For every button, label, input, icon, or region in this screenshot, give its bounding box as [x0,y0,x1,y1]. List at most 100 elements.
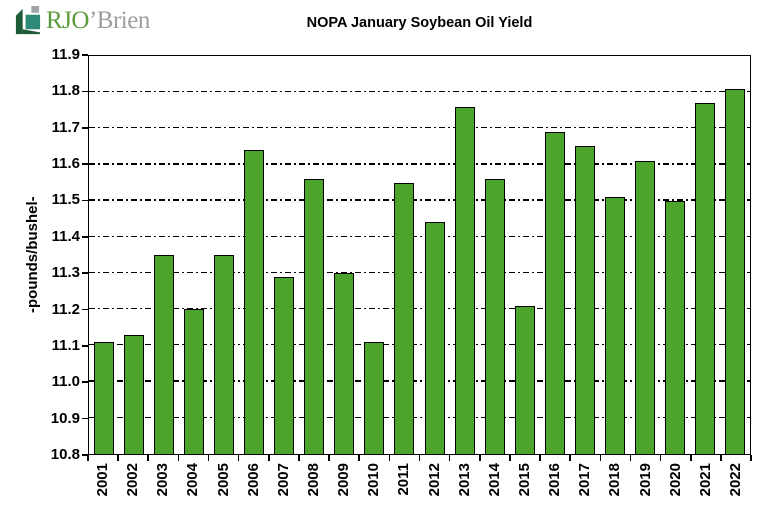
x-axis-tick [629,455,632,461]
x-tick-label: 2011 [395,463,413,496]
bar-slot [359,56,389,454]
bar-slot [209,56,239,454]
x-axis-tick [539,455,541,461]
y-tick-label: 11.2 [51,300,80,318]
bar-slot [570,56,600,454]
gridline [89,235,750,237]
y-axis-tick [82,381,88,384]
gridline [89,90,750,93]
x-tick-label: 2003 [154,463,172,497]
bar-2013 [454,106,475,454]
y-axis-tick [82,454,88,456]
y-axis-tick [82,199,88,202]
x-axis-tick [599,455,602,461]
x-tick-label: 2020 [666,463,684,497]
gridline [89,127,750,129]
x-tick-label: 2009 [335,463,353,497]
bar-2006 [244,150,265,454]
y-axis-tick [82,417,88,420]
x-axis-tick [237,455,240,461]
bar-slot [600,56,630,454]
y-tick-label: 11.3 [51,264,80,282]
x-axis-tick [720,455,722,461]
x-axis-tick [268,455,270,461]
x-axis-tick [659,455,662,461]
x-axis-tick [569,455,571,461]
y-tick-label: 11.6 [51,155,80,173]
x-tick-label: 2017 [576,463,594,497]
x-tick-label: 2021 [696,463,714,497]
bar-2002 [124,334,145,454]
bar-slot [420,56,450,454]
x-tick-label: 2015 [515,463,533,497]
bar-2007 [274,276,295,454]
y-axis-tick [82,308,88,311]
bar-2017 [574,146,595,454]
x-axis-tick [358,455,361,461]
logo-text: RJO’Brien [46,6,150,36]
logo-green-bar [15,8,23,35]
x-axis-tick [478,455,481,461]
y-axis-tick [82,54,88,56]
x-axis-tick [689,455,692,461]
x-axis-tick [87,455,89,461]
y-axis-tick [82,272,88,274]
bar-2003 [154,255,175,454]
y-axis-tick [82,236,88,238]
bar-2009 [334,273,355,454]
bar-2019 [634,160,655,454]
bar-slot [239,56,269,454]
logo-gray-square [31,6,40,13]
bar-2022 [725,88,745,454]
gridline [89,380,750,382]
x-tick-label: 2006 [244,463,262,497]
bar-2011 [394,182,415,454]
y-axis-tick [82,345,88,347]
bar-2005 [214,255,235,454]
bar-slot [389,56,419,454]
bars-container [89,56,750,454]
bar-2012 [424,222,445,454]
x-tick-label: 2010 [365,463,383,497]
x-tick-label: 2005 [214,463,232,497]
bar-2014 [484,179,505,454]
x-axis-tick [750,455,752,461]
x-tick-label: 2001 [94,463,112,497]
bar-2021 [694,103,715,454]
x-tick-label: 2019 [636,463,654,497]
bar-slot [450,56,480,454]
y-axis-tick [82,90,88,93]
bar-2015 [514,305,535,454]
bar-slot [299,56,329,454]
x-tick-label: 2012 [425,463,443,497]
y-axis-label: -pounds/bushel- [24,196,41,314]
bar-2020 [664,200,685,454]
bar-slot [179,56,209,454]
logo-text-secondary: ’Brien [88,7,150,34]
x-axis-tick [328,455,330,461]
x-tick-label: 2008 [305,463,323,497]
logo: RJO’Brien [13,6,150,37]
x-axis-tick [418,455,421,461]
logo-green-wedge [22,29,41,35]
y-tick-label: 11.7 [51,118,80,136]
x-tick-label: 2016 [546,463,564,497]
bar-slot [510,56,540,454]
bar-2010 [364,341,385,454]
y-axis-tick [82,126,88,129]
bar-2018 [604,197,625,454]
y-tick-label: 11.1 [51,336,80,354]
x-tick-label: 2018 [606,463,624,497]
logo-text-primary: RJO [46,7,89,34]
gridline [89,344,750,346]
bar-slot [660,56,690,454]
y-tick-label: 11.0 [51,373,80,391]
bar-2004 [184,309,205,454]
gridline [89,271,750,274]
x-axis-tick [177,455,180,461]
x-tick-label: 2022 [726,463,744,497]
x-axis-tick [388,455,391,461]
bar-slot [329,56,359,454]
bar-slot [149,56,179,454]
